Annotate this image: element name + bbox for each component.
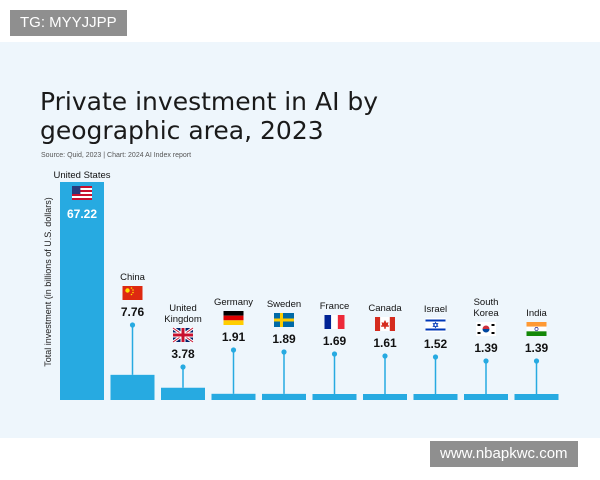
category-label-3: United bbox=[169, 303, 196, 314]
category-label-1: United States bbox=[53, 170, 110, 181]
bar-4 bbox=[211, 393, 256, 400]
flag-ca-icon bbox=[375, 317, 395, 331]
flag-fr-icon bbox=[324, 315, 345, 329]
connector-dot-6 bbox=[331, 351, 338, 357]
connector-dot-7 bbox=[382, 353, 388, 359]
chart-source: Source: Quid, 2023 | Chart: 2024 AI Inde… bbox=[41, 152, 191, 159]
value-label-5: 1.89 bbox=[272, 332, 296, 346]
category-label-4: Germany bbox=[214, 297, 253, 308]
value-label-2: 7.76 bbox=[121, 305, 145, 319]
category-label-9: South bbox=[474, 297, 499, 308]
bar-8 bbox=[413, 394, 458, 400]
connector-dot-3 bbox=[180, 364, 186, 370]
bar-3 bbox=[161, 387, 205, 400]
category-label-9: Korea bbox=[473, 308, 499, 319]
flag-in-icon bbox=[526, 322, 547, 336]
connector-dot-5 bbox=[281, 349, 287, 355]
flag-cn-icon bbox=[122, 286, 143, 300]
category-label-8: Israel bbox=[424, 304, 447, 315]
value-label-4: 1.91 bbox=[222, 330, 246, 344]
category-label-3: Kingdom bbox=[164, 314, 202, 325]
connector-dot-9 bbox=[483, 358, 489, 364]
value-label-1: 67.22 bbox=[67, 207, 97, 221]
y-axis-label: Total investment (in billions of U.S. do… bbox=[43, 197, 53, 367]
value-label-6: 1.69 bbox=[323, 334, 347, 348]
connector-dot-4 bbox=[230, 347, 237, 353]
value-label-8: 1.52 bbox=[424, 337, 448, 351]
category-label-7: Canada bbox=[368, 303, 402, 314]
bar-5 bbox=[262, 393, 306, 400]
category-label-6: France bbox=[320, 301, 350, 312]
bar-2 bbox=[110, 374, 155, 400]
value-label-7: 1.61 bbox=[373, 336, 397, 350]
watermark-top: TG: MYYJJPP bbox=[10, 10, 127, 36]
bar-6 bbox=[312, 394, 357, 400]
value-label-10: 1.39 bbox=[525, 341, 549, 355]
value-label-3: 3.78 bbox=[171, 347, 195, 361]
category-label-2: China bbox=[120, 272, 146, 283]
flag-us-icon bbox=[72, 186, 92, 200]
flag-kr-icon bbox=[476, 322, 496, 336]
chart-title-line-1: Private investment in AI by bbox=[40, 87, 378, 116]
connector-dot-8 bbox=[432, 354, 439, 360]
flag-il-icon bbox=[425, 318, 446, 332]
bar-9 bbox=[464, 394, 508, 400]
watermark-bottom: www.nbapkwc.com bbox=[430, 441, 578, 467]
bar-7 bbox=[363, 394, 407, 400]
category-label-5: Sweden bbox=[267, 299, 301, 310]
chart-title-line-2: geographic area, 2023 bbox=[40, 116, 324, 145]
bar-1 bbox=[60, 182, 104, 400]
category-label-10: India bbox=[526, 308, 547, 319]
bars-group: United States 67.22 7.76 China 3.78 UnitedKin… bbox=[53, 170, 559, 400]
flag-se-icon bbox=[274, 313, 294, 327]
flag-de-icon bbox=[223, 311, 244, 325]
value-label-9: 1.39 bbox=[474, 341, 498, 355]
bar-10 bbox=[514, 394, 559, 400]
connector-dot-10 bbox=[533, 358, 540, 364]
flag-uk-icon bbox=[172, 326, 194, 344]
connector-dot-2 bbox=[129, 322, 136, 328]
